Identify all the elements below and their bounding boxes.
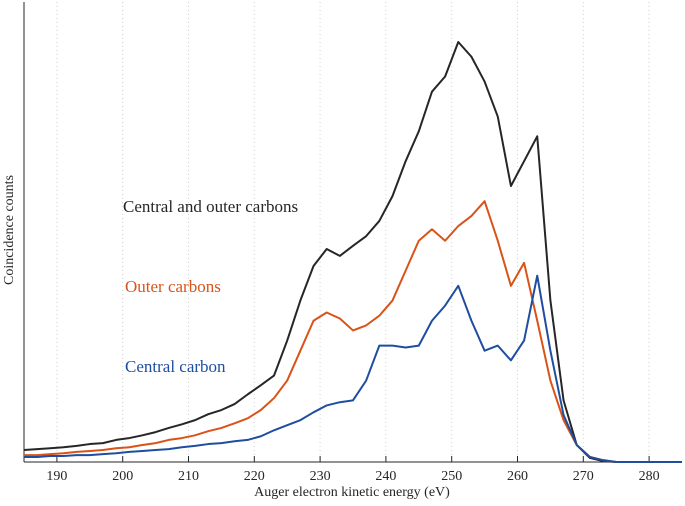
x-tick-label: 190 [46, 469, 67, 484]
x-tick-label: 230 [310, 469, 331, 484]
x-tick-label: 210 [178, 469, 199, 484]
legend-label: Central carbon [125, 357, 226, 376]
x-tick-label: 220 [244, 469, 265, 484]
series-line [23, 41, 682, 463]
x-tick-label: 260 [507, 469, 528, 484]
x-axis-label: Auger electron kinetic energy (eV) [254, 485, 450, 500]
x-tick-label: 240 [375, 469, 396, 484]
legend-label: Central and outer carbons [123, 197, 298, 216]
x-tick-label: 250 [441, 469, 462, 484]
y-axis-label: Coincidence counts [2, 175, 17, 285]
x-tick-label: 280 [639, 469, 660, 484]
series-line [24, 274, 682, 463]
legend-label: Outer carbons [125, 277, 221, 296]
x-tick-label: 200 [112, 469, 133, 484]
x-tick-label: 270 [573, 469, 594, 484]
